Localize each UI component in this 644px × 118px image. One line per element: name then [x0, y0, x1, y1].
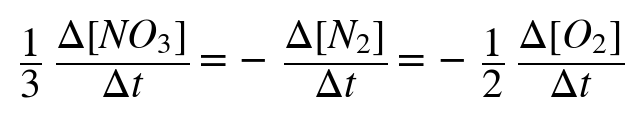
Text: $\boldsymbol{\dfrac{1}{3}}\ \boldsymbol{\dfrac{\Delta[NO_3]}{\Delta t}}= -\ \bol: $\boldsymbol{\dfrac{1}{3}}\ \boldsymbol{… [19, 18, 625, 100]
